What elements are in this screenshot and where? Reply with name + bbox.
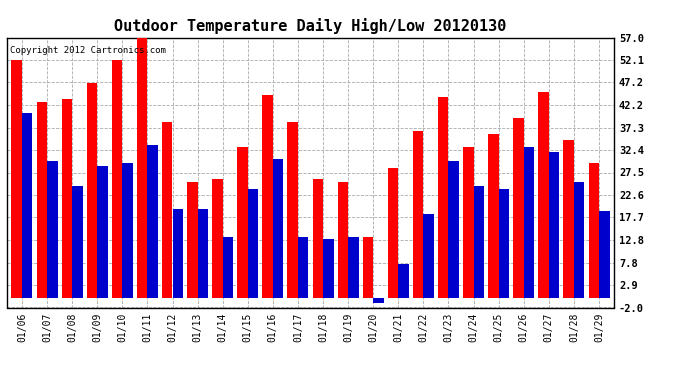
Bar <box>162 122 172 298</box>
Bar <box>37 102 47 298</box>
Bar <box>348 237 359 298</box>
Bar <box>61 99 72 298</box>
Bar <box>323 239 333 298</box>
Bar <box>424 214 434 298</box>
Bar <box>122 164 133 298</box>
Title: Outdoor Temperature Daily High/Low 20120130: Outdoor Temperature Daily High/Low 20120… <box>115 18 506 33</box>
Bar <box>313 179 323 298</box>
Bar <box>564 141 574 298</box>
Bar <box>97 166 108 298</box>
Bar <box>112 60 122 298</box>
Bar <box>413 131 424 298</box>
Bar <box>513 118 524 298</box>
Bar <box>12 60 22 298</box>
Bar <box>463 147 473 298</box>
Bar <box>288 122 298 298</box>
Bar <box>373 298 384 303</box>
Bar <box>262 95 273 298</box>
Bar <box>473 186 484 298</box>
Bar <box>187 182 197 298</box>
Bar <box>47 161 57 298</box>
Bar <box>137 38 148 298</box>
Bar <box>599 211 609 298</box>
Bar <box>488 134 499 298</box>
Bar <box>574 182 584 298</box>
Bar <box>237 147 248 298</box>
Bar <box>212 179 223 298</box>
Bar <box>448 161 459 298</box>
Bar <box>172 209 183 298</box>
Bar <box>248 189 258 298</box>
Bar <box>524 147 534 298</box>
Bar <box>499 189 509 298</box>
Bar <box>148 145 158 298</box>
Bar <box>72 186 83 298</box>
Bar <box>538 92 549 298</box>
Text: Copyright 2012 Cartronics.com: Copyright 2012 Cartronics.com <box>10 46 166 55</box>
Bar <box>388 168 398 298</box>
Bar <box>87 83 97 298</box>
Bar <box>549 152 560 298</box>
Bar <box>438 97 449 298</box>
Bar <box>337 182 348 298</box>
Bar <box>589 164 599 298</box>
Bar <box>223 237 233 298</box>
Bar <box>197 209 208 298</box>
Bar <box>22 113 32 298</box>
Bar <box>398 264 409 298</box>
Bar <box>273 159 284 298</box>
Bar <box>298 237 308 298</box>
Bar <box>363 237 373 298</box>
